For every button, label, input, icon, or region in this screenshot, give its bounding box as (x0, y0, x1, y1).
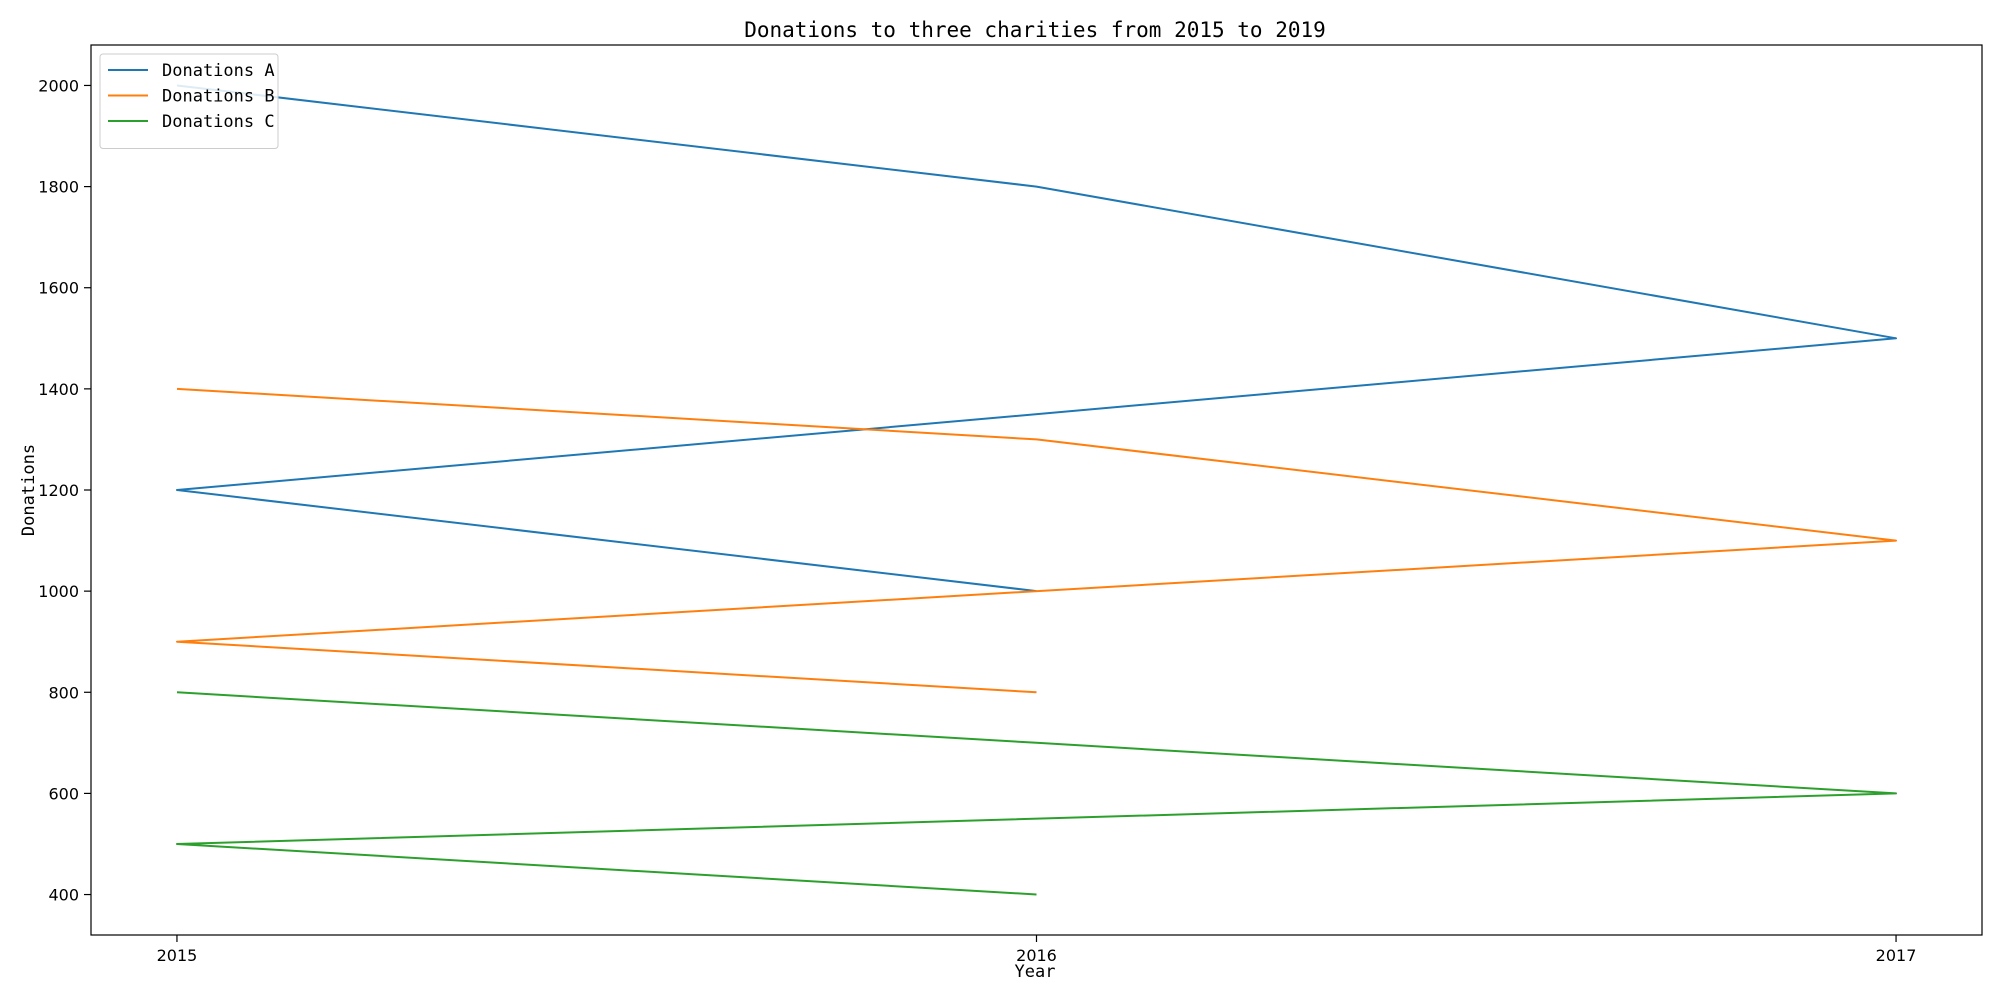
y-tick-label: 400 (48, 886, 79, 905)
x-tick-label: 2017 (1876, 946, 1917, 965)
series-line-donations-a (176, 84, 1897, 593)
series-line-donations-b (176, 387, 1897, 694)
x-axis-label: Year (1015, 962, 1056, 982)
plot-frame (90, 44, 1983, 936)
y-tick-label: 1400 (38, 380, 79, 399)
y-tick-label: 800 (48, 683, 79, 702)
series-line-donations-c (176, 691, 1897, 896)
y-tick-label: 1000 (38, 582, 79, 601)
legend-box (99, 53, 279, 149)
y-tick-label: 2000 (38, 76, 79, 95)
plot-area: 2015 2016 2017 400 600 800 1000 1200 1400 1600 180… (38, 76, 1916, 965)
x-tick-label: 2015 (157, 946, 198, 965)
legend: Donations A Donations B Donations C (99, 53, 279, 149)
y-tick-label: 1600 (38, 279, 79, 298)
y-tick-label: 600 (48, 784, 79, 803)
y-tick-label: 1200 (38, 481, 79, 500)
legend-label: Donations C (162, 112, 275, 132)
y-axis-label: Donations (19, 444, 39, 536)
legend-label: Donations A (162, 61, 275, 81)
chart-title: Donations to three charities from 2015 t… (744, 18, 1326, 42)
series-layer (176, 84, 1897, 896)
legend-label: Donations B (162, 87, 275, 107)
y-tick-label: 1800 (38, 178, 79, 197)
x-tick-label: 2016 (1016, 946, 1057, 965)
